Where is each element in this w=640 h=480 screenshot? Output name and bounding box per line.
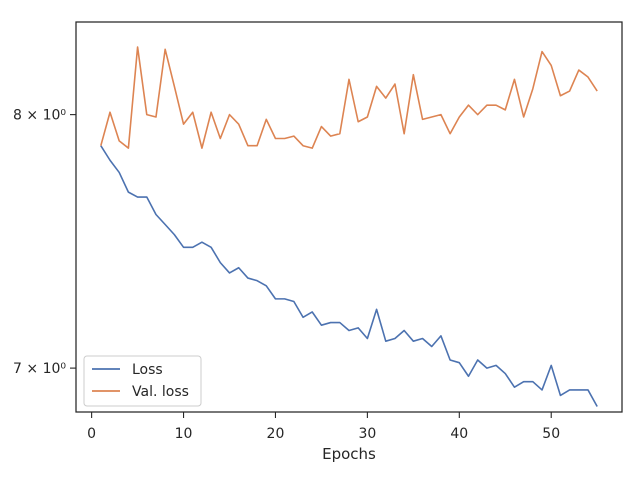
series-layer xyxy=(100,46,598,407)
y-tick-label: 7 × 10⁰ xyxy=(13,361,66,377)
x-axis: 0 10 20 30 40 50 xyxy=(87,412,560,442)
x-tick-label: 40 xyxy=(450,426,468,442)
x-tick-label: 0 xyxy=(87,426,96,442)
series-line-loss xyxy=(100,145,598,407)
legend-label: Loss xyxy=(132,362,163,378)
x-tick-label: 20 xyxy=(267,426,285,442)
y-axis: 7 × 10⁰ 8 × 10⁰ xyxy=(13,108,76,377)
plot-frame xyxy=(75,21,623,413)
x-axis-label: Epochs xyxy=(322,445,376,463)
legend-label: Val. loss xyxy=(132,384,189,400)
series-line-val-loss xyxy=(100,46,598,149)
y-tick-label: 8 × 10⁰ xyxy=(13,108,66,124)
legend: Loss Val. loss xyxy=(83,355,202,407)
x-tick-label: 10 xyxy=(175,426,193,442)
x-tick-label: 50 xyxy=(542,426,560,442)
x-tick-label: 30 xyxy=(358,426,376,442)
